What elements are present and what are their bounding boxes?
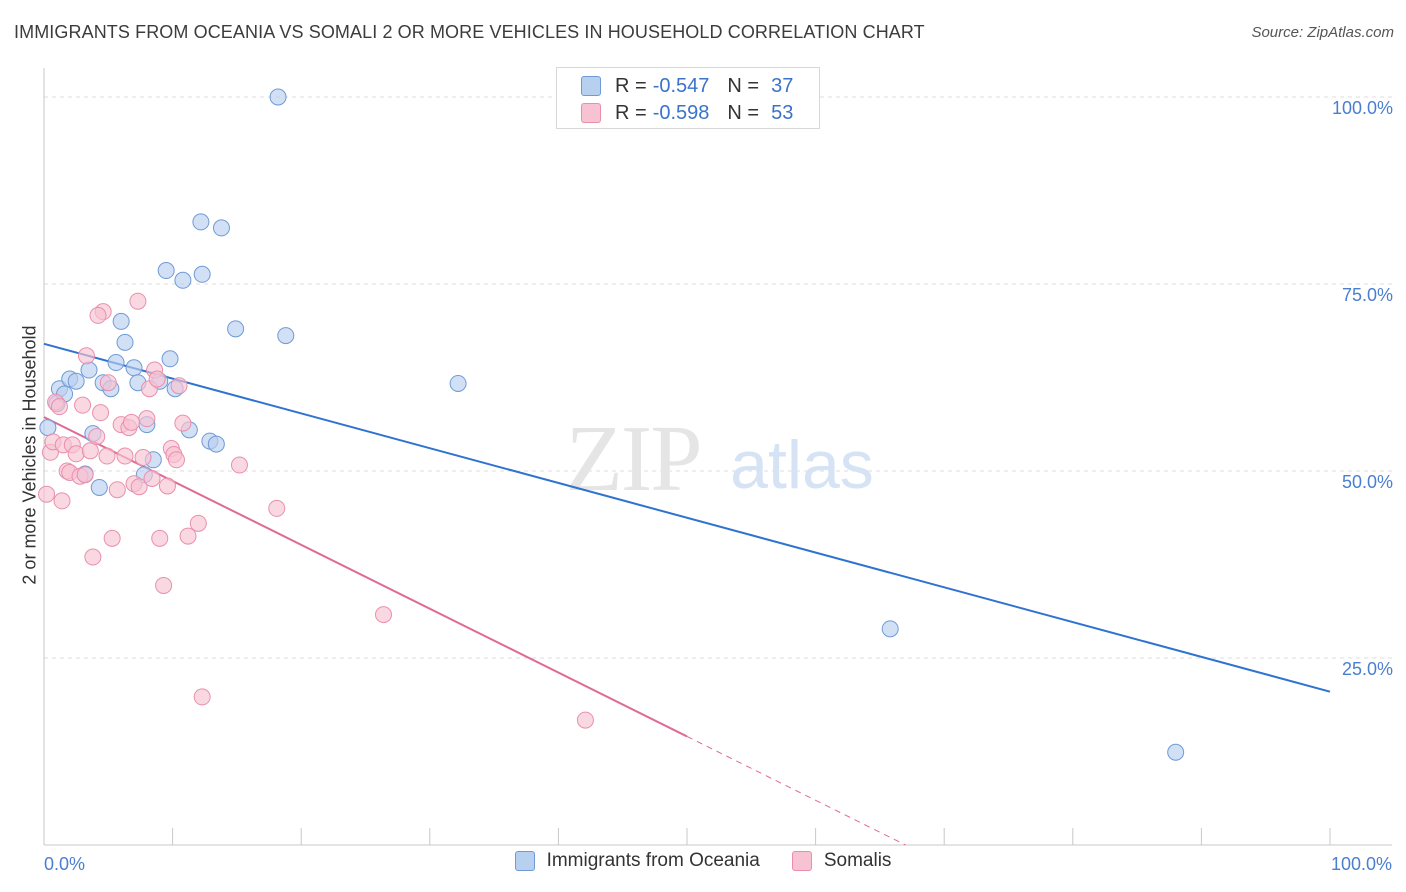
data-point-somalis	[84, 548, 102, 566]
watermark-atlas: atlas	[730, 427, 874, 503]
data-point-oceania	[192, 213, 210, 231]
data-point-oceania	[227, 320, 245, 338]
data-point-oceania	[881, 620, 899, 638]
data-point-somalis	[92, 404, 110, 422]
data-point-oceania	[193, 265, 211, 283]
y-tick-label: 75.0%	[1342, 285, 1393, 305]
legend-row-oceania: R = -0.547 N = 37	[581, 73, 793, 99]
data-point-oceania	[80, 361, 98, 379]
data-point-oceania	[125, 359, 143, 377]
data-point-somalis	[89, 306, 107, 324]
y-axis-label: 2 or more Vehicles in Household	[19, 325, 40, 585]
trend-line-extension-pink	[686, 735, 906, 846]
y-tick-label: 100.0%	[1332, 98, 1393, 118]
data-point-somalis	[88, 428, 106, 446]
legend-r-value: -0.598	[652, 101, 710, 124]
legend-item-oceania[interactable]: Immigrants from Oceania	[514, 850, 760, 872]
data-point-somalis	[77, 347, 95, 365]
series-legend: Immigrants from Oceania Somalis	[0, 850, 1406, 872]
data-point-somalis	[53, 492, 71, 510]
data-point-somalis	[130, 478, 148, 496]
legend-r-label: R =	[615, 101, 647, 124]
data-point-somalis	[148, 370, 166, 388]
data-point-somalis	[155, 576, 173, 594]
data-point-somalis	[143, 469, 161, 487]
legend-n-label: N =	[727, 74, 760, 97]
legend-r-value: -0.547	[652, 74, 710, 97]
grid-lines	[44, 96, 1392, 659]
data-point-oceania	[174, 271, 192, 289]
data-point-oceania	[269, 88, 287, 106]
data-point-oceania	[161, 350, 179, 368]
legend-swatch-blue	[581, 76, 601, 96]
legend-n-value: 37	[771, 74, 794, 97]
data-point-somalis	[81, 442, 99, 460]
data-point-somalis	[179, 527, 197, 545]
data-point-oceania	[212, 219, 230, 237]
data-point-somalis	[74, 396, 92, 414]
legend-label-oceania: Immigrants from Oceania	[546, 850, 760, 871]
data-point-somalis	[576, 711, 594, 729]
data-point-oceania	[67, 372, 85, 390]
chart-title: IMMIGRANTS FROM OCEANIA VS SOMALI 2 OR M…	[14, 22, 925, 42]
y-tick-label: 25.0%	[1342, 659, 1393, 679]
data-point-somalis	[151, 529, 169, 547]
legend-row-somalis: R = -0.598 N = 53	[581, 100, 793, 126]
data-point-somalis	[50, 398, 68, 416]
source-label: Source: ZipAtlas.com	[1251, 24, 1394, 41]
legend-item-somalis[interactable]: Somalis	[791, 850, 892, 872]
y-tick-label: 50.0%	[1342, 472, 1393, 492]
data-point-oceania	[107, 354, 125, 372]
data-point-somalis	[103, 529, 121, 547]
data-point-oceania	[112, 312, 130, 330]
data-point-somalis	[174, 414, 192, 432]
legend-r-label: R =	[615, 74, 647, 97]
legend-label-somalis: Somalis	[823, 850, 892, 871]
data-point-somalis	[38, 485, 56, 503]
data-point-somalis	[170, 377, 188, 395]
data-point-oceania	[157, 262, 175, 280]
x-tick-label: 100.0%	[1331, 854, 1392, 874]
legend-n-value: 53	[771, 101, 794, 124]
data-point-oceania	[90, 478, 108, 496]
trend-line-blue	[43, 342, 1331, 693]
axes	[43, 68, 1392, 846]
data-point-somalis	[134, 449, 152, 467]
x-tick-label: 0.0%	[44, 854, 85, 874]
data-point-somalis	[76, 466, 94, 484]
data-point-somalis	[129, 292, 147, 310]
watermark-zip: ZIP	[566, 407, 701, 511]
legend-swatch-pink	[791, 851, 812, 871]
data-point-somalis	[108, 481, 126, 499]
data-point-somalis	[268, 499, 286, 517]
data-point-somalis	[375, 606, 393, 624]
data-point-somalis	[116, 447, 134, 465]
data-point-oceania	[116, 333, 134, 351]
data-point-somalis	[230, 456, 248, 474]
data-points	[38, 88, 1185, 761]
correlation-legend: R = -0.547 N = 37 R = -0.598 N = 53	[556, 67, 820, 129]
data-point-oceania	[39, 419, 57, 437]
data-point-somalis	[158, 477, 176, 495]
data-point-oceania	[277, 327, 295, 345]
data-point-somalis	[67, 445, 85, 463]
data-point-somalis	[99, 374, 117, 392]
data-point-oceania	[1167, 743, 1185, 761]
data-point-somalis	[98, 447, 116, 465]
legend-swatch-pink	[581, 103, 601, 123]
data-point-somalis	[122, 413, 140, 431]
data-point-somalis	[189, 514, 207, 532]
legend-swatch-blue	[514, 851, 535, 871]
legend-n-label: N =	[727, 101, 760, 124]
data-point-somalis	[138, 410, 156, 428]
data-point-somalis	[167, 451, 185, 469]
data-point-oceania	[207, 435, 225, 453]
data-point-somalis	[193, 688, 211, 706]
tick-labels: 100.0% 75.0% 50.0% 25.0% 0.0% 100.0%	[44, 98, 1393, 874]
data-point-oceania	[449, 374, 467, 392]
watermark: ZIP atlas	[566, 407, 874, 511]
